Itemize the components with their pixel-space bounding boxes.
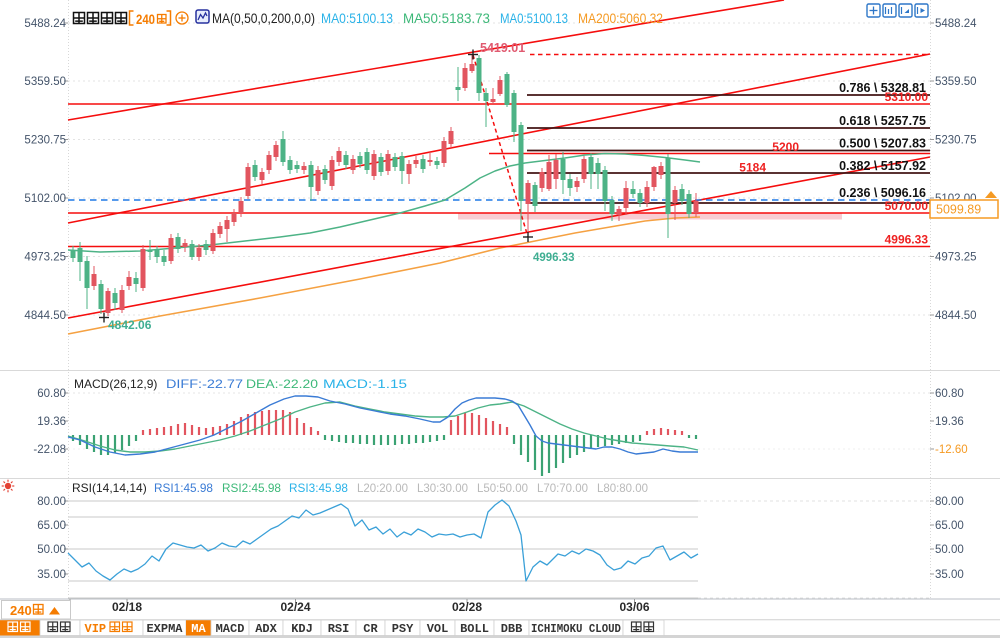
svg-text:L20:20.00: L20:20.00 [357, 481, 408, 495]
svg-text:02/24: 02/24 [280, 600, 310, 614]
svg-text:RSI2:45.98: RSI2:45.98 [222, 481, 281, 495]
svg-text:0.382 \ 5157.92: 0.382 \ 5157.92 [839, 159, 926, 173]
svg-text:-12.60: -12.60 [935, 444, 968, 456]
svg-text:5310.00: 5310.00 [885, 90, 929, 104]
svg-text:5488.24: 5488.24 [24, 18, 66, 30]
svg-text:4996.33: 4996.33 [885, 233, 929, 247]
svg-text:240: 240 [10, 603, 32, 618]
svg-text:PSY: PSY [392, 622, 414, 636]
svg-text:VIP: VIP [85, 622, 107, 636]
svg-text:MACD(26,12,9): MACD(26,12,9) [74, 377, 157, 391]
svg-text:50.00: 50.00 [37, 544, 66, 556]
svg-text:35.00: 35.00 [935, 569, 964, 581]
svg-text:5488.24: 5488.24 [935, 18, 977, 30]
svg-text:0.500 \ 5207.83: 0.500 \ 5207.83 [839, 137, 926, 151]
svg-text:MACD:-1.15: MACD:-1.15 [323, 377, 407, 391]
svg-text:5359.50: 5359.50 [935, 76, 977, 88]
svg-text:RSI(14,14,14): RSI(14,14,14) [72, 481, 147, 495]
svg-text:CR: CR [363, 622, 378, 636]
svg-text:5230.75: 5230.75 [24, 135, 66, 147]
svg-text:EXPMA: EXPMA [146, 622, 183, 636]
svg-text:MA50:5183.73: MA50:5183.73 [403, 11, 490, 26]
svg-text:DBB: DBB [501, 622, 523, 636]
svg-text:65.00: 65.00 [935, 520, 964, 532]
svg-text:02/28: 02/28 [452, 600, 482, 614]
svg-text:RSI: RSI [328, 622, 350, 636]
svg-text:5359.50: 5359.50 [24, 76, 66, 88]
svg-text:MA: MA [191, 622, 206, 636]
svg-text:65.00: 65.00 [37, 520, 66, 532]
svg-text:4844.50: 4844.50 [24, 310, 66, 322]
svg-text:4996.33: 4996.33 [533, 252, 575, 264]
svg-text:0.786 \ 5328.81: 0.786 \ 5328.81 [839, 81, 926, 95]
svg-text:50.00: 50.00 [935, 544, 964, 556]
svg-text:5070.00: 5070.00 [885, 199, 929, 213]
svg-text:5200: 5200 [772, 140, 799, 154]
svg-text:19.36: 19.36 [935, 416, 964, 428]
svg-text:03/06: 03/06 [619, 600, 649, 614]
svg-text:5099.89: 5099.89 [936, 203, 981, 217]
svg-text:60.80: 60.80 [37, 388, 66, 400]
svg-text:5419.01: 5419.01 [480, 41, 525, 55]
svg-text:KDJ: KDJ [291, 622, 313, 636]
svg-text:80.00: 80.00 [935, 496, 964, 508]
svg-text:19.36: 19.36 [37, 416, 66, 428]
svg-text:ICHIMOKU CLOUD: ICHIMOKU CLOUD [531, 622, 621, 636]
svg-text:L70:70.00: L70:70.00 [537, 481, 588, 495]
svg-text:MA(0,50,0,200,0,0): MA(0,50,0,200,0,0) [212, 10, 315, 26]
svg-text:-22.08: -22.08 [33, 444, 66, 456]
svg-text:60.80: 60.80 [935, 388, 964, 400]
svg-text:ADX: ADX [255, 622, 277, 636]
svg-text:MACD: MACD [216, 622, 245, 636]
svg-text:RSI1:45.98: RSI1:45.98 [154, 481, 213, 495]
svg-text:4973.25: 4973.25 [935, 252, 977, 264]
svg-text:0.618 \ 5257.75: 0.618 \ 5257.75 [839, 114, 926, 128]
svg-text:BOLL: BOLL [460, 622, 489, 636]
svg-text:DEA:-22.20: DEA:-22.20 [246, 377, 318, 391]
svg-text:35.00: 35.00 [37, 569, 66, 581]
svg-text:L50:50.00: L50:50.00 [477, 481, 528, 495]
svg-text:4973.25: 4973.25 [24, 252, 66, 264]
svg-text:5102.00: 5102.00 [24, 193, 66, 205]
svg-text:5230.75: 5230.75 [935, 135, 977, 147]
svg-text:80.00: 80.00 [37, 496, 66, 508]
svg-text:MA0:5100.13: MA0:5100.13 [500, 11, 568, 26]
svg-text:02/18: 02/18 [112, 600, 142, 614]
svg-text:5184: 5184 [739, 161, 766, 175]
svg-text:DIFF:-22.77: DIFF:-22.77 [166, 377, 243, 391]
svg-text:4842.06: 4842.06 [108, 318, 152, 332]
svg-text:VOL: VOL [427, 622, 449, 636]
svg-text:L30:30.00: L30:30.00 [417, 481, 468, 495]
svg-text:4844.50: 4844.50 [935, 310, 977, 322]
svg-text:RSI3:45.98: RSI3:45.98 [289, 481, 348, 495]
svg-text:MA0:5100.13: MA0:5100.13 [321, 11, 393, 26]
svg-text:MA200:5060.32: MA200:5060.32 [578, 11, 663, 26]
svg-text:0.236 \ 5096.16: 0.236 \ 5096.16 [839, 186, 926, 200]
svg-text:L80:80.00: L80:80.00 [597, 481, 648, 495]
svg-text:240: 240 [136, 12, 155, 27]
